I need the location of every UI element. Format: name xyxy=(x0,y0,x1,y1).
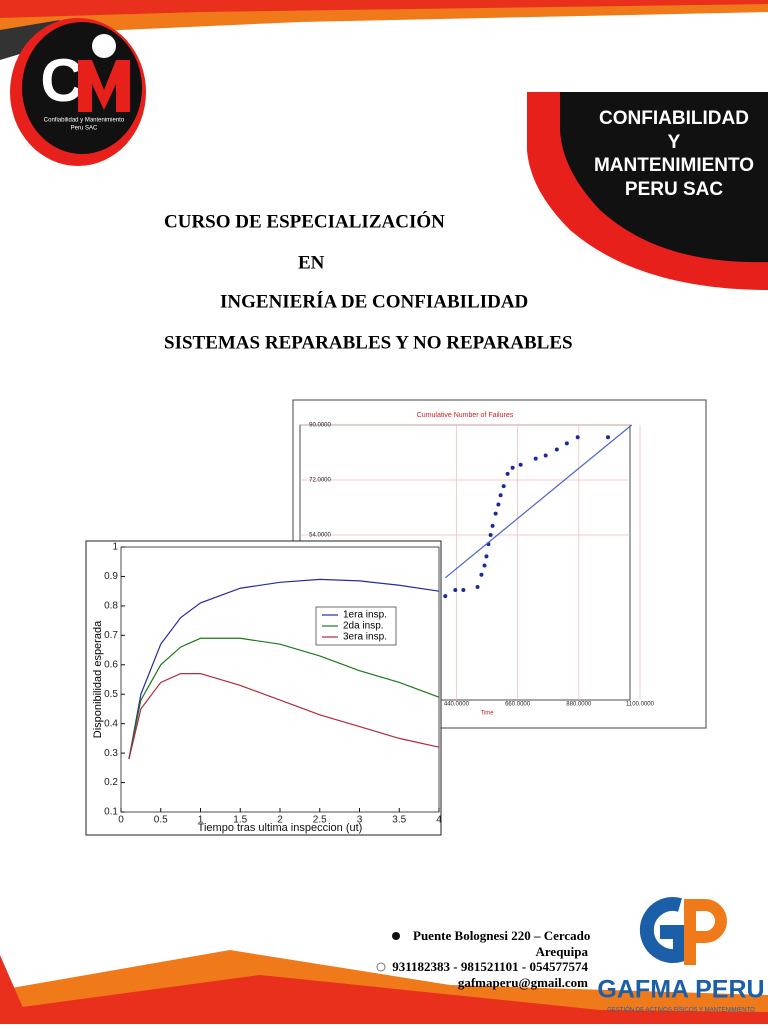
data-point xyxy=(496,502,501,507)
x-tick-label: 4 xyxy=(436,815,442,826)
legend-label: 1era insp. xyxy=(343,610,387,621)
banner-black xyxy=(560,92,768,263)
x-tick-label: 3 xyxy=(357,815,363,826)
x-tick-label: 0 xyxy=(118,815,124,826)
legend-label: 3era insp. xyxy=(343,632,387,643)
x-tick-label: 660.0000 xyxy=(505,702,531,708)
banner-text: Y xyxy=(668,132,681,153)
data-point xyxy=(453,588,458,592)
y-tick-label: 0.7 xyxy=(104,630,118,641)
logo-text: Peru SAC xyxy=(71,126,98,132)
pin-icon xyxy=(392,932,400,940)
data-line xyxy=(128,578,440,760)
y-tick-label: 72.0000 xyxy=(309,478,331,484)
y-tick-label: 0.4 xyxy=(104,718,118,729)
x-tick-label: 880.0000 xyxy=(566,702,592,708)
title-line: SISTEMAS REPARABLES Y NO REPARABLES xyxy=(164,332,573,353)
y-tick-label: 0.2 xyxy=(104,777,118,788)
data-point xyxy=(501,484,506,489)
data-point xyxy=(461,588,466,592)
title-line: INGENIERÍA DE CONFIABILIDAD xyxy=(220,290,528,312)
y-tick-label: 0.3 xyxy=(104,748,118,759)
x-tick-label: 1.5 xyxy=(233,815,247,826)
x-tick-label: 1 xyxy=(198,815,204,826)
y-tick-label: 1 xyxy=(112,542,118,553)
x-tick-label: 2 xyxy=(277,815,283,826)
data-point xyxy=(575,435,580,440)
data-point xyxy=(479,572,484,577)
data-point xyxy=(488,533,493,537)
data-point xyxy=(482,563,487,568)
phone-icon xyxy=(376,962,386,972)
logo-m xyxy=(78,60,130,112)
data-point xyxy=(533,456,538,461)
data-point xyxy=(505,471,510,476)
data-point xyxy=(543,453,548,458)
x-tick-label: 440.0000 xyxy=(444,702,470,708)
logo-c: C xyxy=(40,47,83,114)
chart: 0 0.5 1 1.5 2 2.5 3 3.5 4 0.1 0.2 0.3 0.4 0.5 0.6 0.7 0.… xyxy=(92,542,442,834)
y-tick-label: 54.0000 xyxy=(309,533,331,539)
data-line xyxy=(128,673,440,760)
data-point xyxy=(493,511,498,516)
data-point xyxy=(510,465,515,470)
gp-logo-g xyxy=(639,897,687,963)
bottom-stripe-red xyxy=(0,975,768,1024)
address: Puente Bolognesi 220 – Cercado xyxy=(413,928,590,943)
data-point xyxy=(518,462,523,467)
data-point xyxy=(490,523,495,528)
logo-lion xyxy=(92,34,116,58)
y-axis-label: Disponibilidad esperada xyxy=(92,620,104,738)
brand: GAFMA PERU xyxy=(597,976,764,1004)
y-tick-label: 0.6 xyxy=(104,659,118,670)
data-line xyxy=(444,424,633,579)
phones: 931182383 - 981521101 - 054577574 xyxy=(392,959,588,974)
x-axis-label: Time xyxy=(480,711,494,717)
x-tick-label: 2.5 xyxy=(313,815,327,826)
y-tick-label: 0.9 xyxy=(104,571,118,582)
tagline: GESTIÓN DE ACTIVOS FÍSICOS Y MANTENIMIEN… xyxy=(607,1007,755,1014)
chart-frame xyxy=(85,540,442,836)
x-axis-label: Tiempo tras ultima inspeccion (ut) xyxy=(198,822,363,834)
data-point xyxy=(606,435,611,440)
data-point xyxy=(498,493,503,498)
chart-title: Cumulative Number of Failures xyxy=(417,412,514,419)
data-point xyxy=(564,441,569,446)
data-point xyxy=(554,447,559,452)
data-point xyxy=(443,594,448,599)
x-tick-label: 3.5 xyxy=(392,815,406,826)
y-tick-label: 90.0000 xyxy=(309,423,331,429)
title-line: CURSO DE ESPECIALIZACIÓN xyxy=(164,210,445,232)
data-point xyxy=(484,554,489,559)
x-tick-label: 1100.0000 xyxy=(626,702,655,708)
top-stripe-red xyxy=(0,0,768,18)
email: gafmaperu@gmail.com xyxy=(458,975,588,990)
y-tick-label: 0.1 xyxy=(104,807,118,818)
banner-text: MANTENIMIENTO xyxy=(594,155,754,176)
y-tick-label: 0.8 xyxy=(104,601,118,612)
y-tick-label: 0.5 xyxy=(104,689,118,700)
bottom-corner xyxy=(0,955,30,1024)
title-line: EN xyxy=(298,252,325,273)
banner-text: CONFIABILIDAD xyxy=(599,108,749,129)
logo-text: Confiabilidad y Mantenimiento xyxy=(44,118,125,124)
x-tick-label: 0.5 xyxy=(154,815,168,826)
banner-text: PERU SAC xyxy=(625,179,723,200)
chart: 440.0000 660.0000 880.0000 1100.0000 54.0000… xyxy=(299,412,655,717)
city: Arequipa xyxy=(536,944,589,959)
data-point xyxy=(475,584,480,589)
data-line xyxy=(128,637,440,760)
gp-logo-p xyxy=(684,899,727,965)
legend-label: 2da insp. xyxy=(343,621,384,632)
